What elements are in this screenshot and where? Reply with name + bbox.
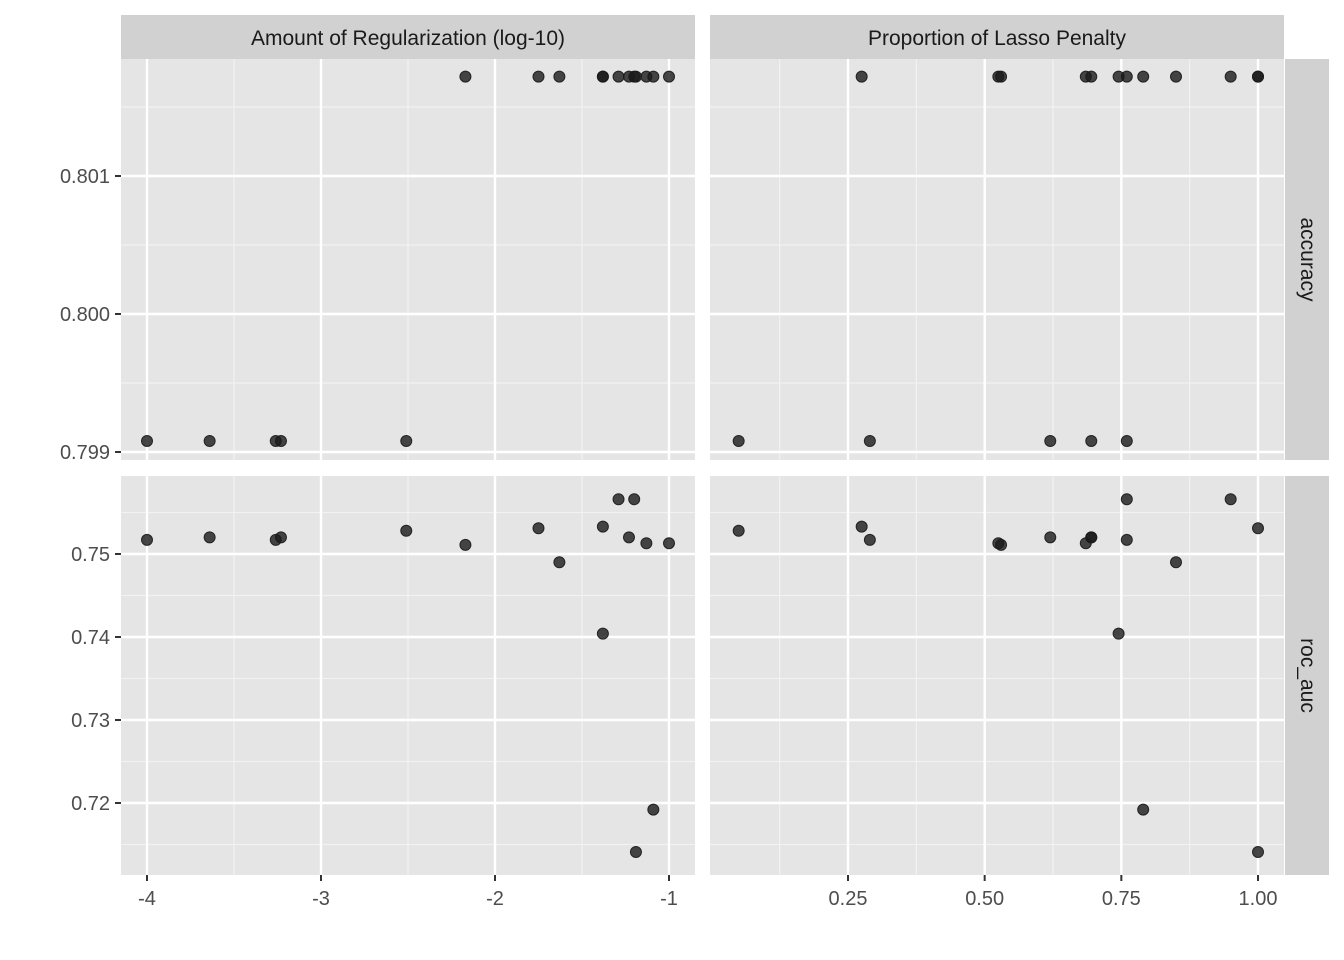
data-point — [532, 522, 545, 535]
data-point — [400, 524, 413, 537]
data-point — [647, 70, 660, 83]
x-tick-label: 1.00 — [1239, 888, 1278, 910]
y-tick-label: 0.801 — [60, 166, 110, 188]
panel-accuracy-1 — [710, 59, 1284, 460]
data-point — [1120, 533, 1133, 546]
data-point — [863, 533, 876, 546]
x-tick-label: 0.75 — [1102, 888, 1141, 910]
row-strip — [1285, 476, 1329, 875]
data-point — [553, 556, 566, 569]
data-point — [995, 538, 1008, 551]
data-point — [1085, 70, 1098, 83]
data-point — [629, 845, 642, 858]
data-point — [1170, 70, 1182, 83]
column-strip — [710, 15, 1284, 59]
column-strip — [121, 15, 695, 59]
data-point — [1224, 70, 1237, 83]
y-tick-label: 0.799 — [60, 442, 110, 464]
y-tick-label: 0.75 — [71, 544, 110, 566]
data-point — [622, 531, 635, 544]
column-strip-label: Amount of Regularization (log-10) — [251, 27, 565, 50]
y-tick-label: 0.74 — [71, 627, 110, 649]
data-point — [663, 70, 675, 83]
data-point — [628, 493, 641, 506]
data-point — [596, 70, 609, 83]
row-strip-label: roc_auc — [1296, 638, 1319, 713]
data-point — [1252, 845, 1264, 858]
data-point — [732, 434, 745, 447]
data-point — [1120, 434, 1133, 447]
column-strip-label: Proportion of Lasso Penalty — [868, 27, 1126, 50]
data-point — [1137, 803, 1150, 816]
data-point — [1137, 70, 1150, 83]
data-point — [532, 70, 545, 83]
data-point — [863, 434, 876, 447]
data-point — [1224, 493, 1237, 506]
data-point — [274, 434, 287, 447]
data-point — [596, 627, 609, 640]
data-point — [1085, 531, 1098, 544]
data-point — [1252, 522, 1264, 535]
data-point — [274, 531, 287, 544]
data-point — [1044, 434, 1057, 447]
data-point — [647, 803, 660, 816]
data-point — [855, 520, 868, 533]
data-point — [553, 70, 566, 83]
x-tick-label: -3 — [312, 888, 330, 910]
y-tick-label: 0.72 — [71, 793, 110, 815]
x-tick-label: -4 — [138, 888, 156, 910]
row-strip — [1285, 59, 1329, 460]
data-point — [732, 524, 745, 537]
data-point — [459, 70, 472, 83]
panel-roc_auc-1 — [710, 476, 1284, 875]
data-point — [1252, 70, 1264, 83]
panel-accuracy-0 — [121, 59, 695, 460]
data-point — [596, 520, 609, 533]
x-tick-label: 0.25 — [829, 888, 868, 910]
data-point — [1085, 434, 1098, 447]
data-point — [400, 434, 413, 447]
data-point — [141, 533, 153, 546]
data-point — [1044, 531, 1057, 544]
data-point — [629, 70, 642, 83]
data-point — [141, 434, 153, 447]
data-point — [203, 531, 216, 544]
y-tick-label: 0.800 — [60, 304, 110, 326]
data-point — [203, 434, 216, 447]
data-point — [459, 538, 472, 551]
data-point — [855, 70, 868, 83]
data-point — [1170, 556, 1182, 569]
x-tick-label: -2 — [486, 888, 504, 910]
row-strip-label: accuracy — [1296, 217, 1319, 302]
y-tick-label: 0.73 — [71, 710, 110, 732]
data-point — [612, 493, 625, 506]
data-point — [663, 537, 675, 550]
data-point — [612, 70, 625, 83]
data-point — [995, 70, 1008, 83]
data-point — [640, 537, 653, 550]
data-point — [1120, 70, 1133, 83]
panel-roc_auc-0 — [121, 476, 695, 875]
x-tick-label: 0.50 — [965, 888, 1004, 910]
x-tick-label: -1 — [660, 888, 678, 910]
data-point — [1120, 493, 1133, 506]
data-point — [1112, 627, 1125, 640]
